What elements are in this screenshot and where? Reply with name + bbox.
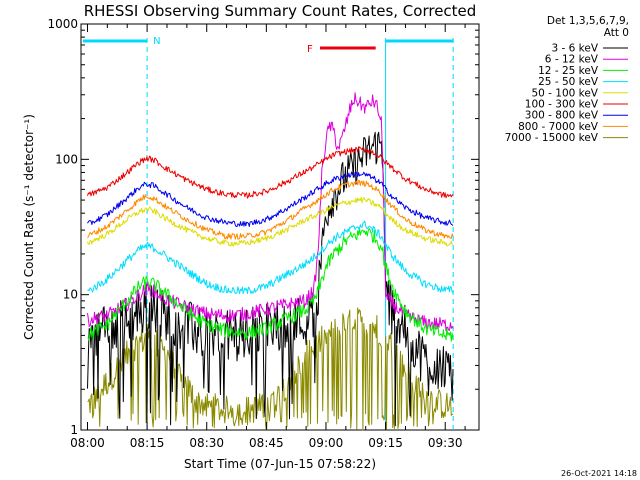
series-line-6-12-kev (87, 92, 454, 332)
x-tick-label-08-45: 08:45 (249, 436, 284, 450)
series-line-100-300-kev (87, 146, 454, 199)
legend-header-line-2: Att 0 (604, 27, 629, 39)
series-line-800-7000-kev (87, 180, 454, 240)
series-layer (87, 92, 454, 431)
chart-title: RHESSI Observing Summary Count Rates, Co… (84, 2, 477, 20)
flare-label: F (307, 44, 313, 55)
axis-layer: 08:00 08:15 08:30 08:45 09:00 09:15 09:30 1 10 10… (47, 17, 479, 450)
series-line-12-25-kev (87, 227, 454, 342)
legend-label-3-6-kev: 3 - 6 keV (551, 43, 598, 55)
x-tick-label-09-15: 09:15 (368, 436, 403, 450)
generation-timestamp: 26-Oct-2021 14:18 (561, 469, 637, 478)
x-tick-label-09-00: 09:00 (309, 436, 344, 450)
legend-label-800-7000-kev: 800 - 7000 keV (518, 121, 599, 133)
x-axis-label: Start Time (07-Jun-15 07:58:22) (184, 457, 376, 471)
y-tick-label-10: 10 (63, 288, 78, 302)
y-axis-label: Corrected Count Rate (s⁻¹ detector⁻¹) (22, 114, 36, 340)
legend-label-100-300-kev: 100 - 300 keV (525, 99, 599, 111)
y-tick-label-100: 100 (55, 152, 78, 166)
series-line-25-50-kev (87, 220, 454, 295)
legend-label-12-25-kev: 12 - 25 keV (538, 65, 599, 77)
series-line-300-800-kev (87, 171, 454, 228)
legend-label-50-100-kev: 50 - 100 keV (531, 87, 598, 99)
plot-frame (80, 23, 480, 431)
series-line-50-100-kev (87, 196, 454, 247)
legend-label-25-50-kev: 25 - 50 keV (538, 76, 599, 88)
y-tick-label-1: 1 (70, 423, 78, 437)
legend-label-300-800-kev: 300 - 800 keV (525, 110, 599, 122)
annotation-layer: NF (83, 36, 454, 430)
plot-area (80, 23, 480, 431)
series-line-7000-15000-kev (87, 307, 454, 431)
legend-header-line-1: Det 1,3,5,6,7,9, (547, 15, 629, 27)
x-tick-label-09-30: 09:30 (428, 436, 463, 450)
series-line-3-6-kev (87, 131, 454, 427)
legend-label-6-12-kev: 6 - 12 keV (545, 54, 599, 66)
night-label: N (153, 36, 160, 47)
x-tick-label-08-15: 08:15 (130, 436, 165, 450)
y-tick-label-1000: 1000 (47, 17, 78, 31)
x-tick-label-08-00: 08:00 (70, 436, 105, 450)
legend-label-7000-15000-kev: 7000 - 15000 keV (505, 132, 599, 144)
x-tick-label-08-30: 08:30 (189, 436, 224, 450)
